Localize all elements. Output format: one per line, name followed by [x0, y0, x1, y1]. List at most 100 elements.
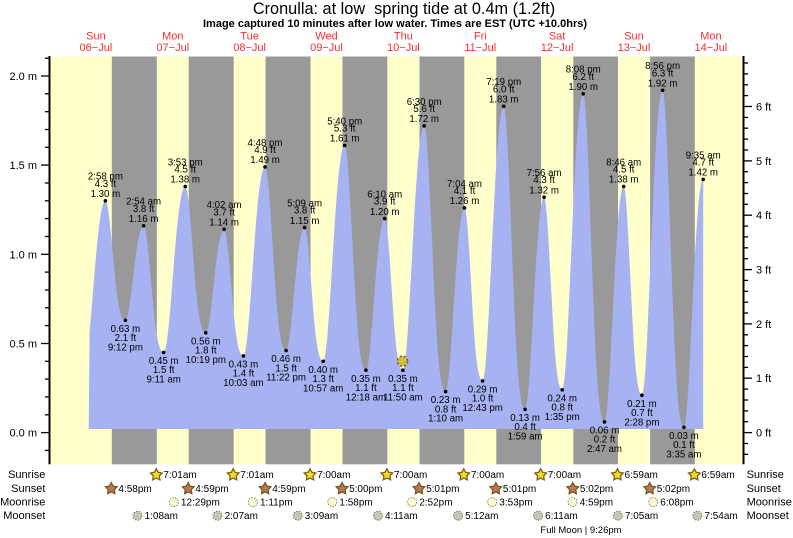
svg-text:4:58pm: 4:58pm: [118, 484, 151, 495]
svg-text:10:03 am: 10:03 am: [223, 378, 263, 389]
svg-text:12:29pm: 12:29pm: [181, 498, 220, 509]
svg-text:Cronulla: at low spring tide: Cronulla: at low spring tide at 0.4m (1.…: [253, 0, 555, 18]
svg-text:11:50 am: 11:50 am: [383, 392, 423, 403]
svg-text:5.3 ft: 5.3 ft: [334, 124, 356, 135]
svg-text:5:40 pm: 5:40 pm: [327, 116, 362, 127]
svg-text:Mon: Mon: [700, 31, 721, 43]
svg-text:06−Jul: 06−Jul: [80, 42, 113, 54]
svg-text:2:54 am: 2:54 am: [126, 197, 161, 208]
svg-text:10:57 am: 10:57 am: [303, 383, 343, 394]
svg-text:Sat: Sat: [549, 31, 566, 43]
svg-text:7:56 am: 7:56 am: [527, 168, 562, 179]
svg-text:Sunrise: Sunrise: [747, 469, 784, 481]
svg-text:7:01am: 7:01am: [240, 470, 273, 481]
svg-text:1.15 m: 1.15 m: [290, 216, 320, 227]
svg-text:6:59am: 6:59am: [701, 470, 734, 481]
svg-text:09−Jul: 09−Jul: [310, 42, 343, 54]
svg-text:4.3 ft: 4.3 ft: [533, 175, 555, 186]
svg-text:1.32 m: 1.32 m: [529, 185, 559, 196]
svg-text:07−Jul: 07−Jul: [156, 42, 189, 54]
svg-text:0.1 ft: 0.1 ft: [673, 440, 695, 451]
svg-text:2.1 ft: 2.1 ft: [115, 333, 137, 344]
svg-text:1.16 m: 1.16 m: [129, 214, 159, 225]
svg-text:9:12 pm: 9:12 pm: [108, 342, 143, 353]
svg-text:9:11 am: 9:11 am: [147, 375, 181, 386]
svg-text:0.8 ft: 0.8 ft: [551, 403, 573, 414]
svg-text:5 ft: 5 ft: [756, 156, 771, 168]
svg-text:7:05am: 7:05am: [625, 511, 658, 522]
svg-text:Sun: Sun: [86, 31, 106, 43]
svg-text:5:12am: 5:12am: [465, 511, 498, 522]
svg-text:1.83 m: 1.83 m: [489, 95, 519, 106]
svg-text:4.3 ft: 4.3 ft: [95, 179, 117, 190]
svg-text:0.0 m: 0.0 m: [9, 428, 37, 440]
svg-text:8:56 pm: 8:56 pm: [645, 61, 680, 72]
svg-text:6:30 pm: 6:30 pm: [407, 97, 442, 108]
svg-text:0.24 m: 0.24 m: [547, 393, 577, 404]
svg-text:3.8 ft: 3.8 ft: [294, 206, 316, 217]
svg-text:Moonset: Moonset: [747, 510, 789, 522]
svg-text:2:58 pm: 2:58 pm: [88, 172, 123, 183]
svg-text:3:53 pm: 3:53 pm: [168, 157, 203, 168]
svg-text:Tue: Tue: [240, 31, 259, 43]
svg-text:Wed: Wed: [315, 31, 337, 43]
svg-text:6 ft: 6 ft: [756, 102, 771, 114]
svg-text:7:54am: 7:54am: [704, 511, 737, 522]
svg-text:2:07am: 2:07am: [225, 511, 258, 522]
svg-text:1:35 pm: 1:35 pm: [545, 412, 580, 423]
svg-text:1.90 m: 1.90 m: [568, 82, 598, 93]
svg-text:7:00am: 7:00am: [317, 470, 350, 481]
svg-text:5:00pm: 5:00pm: [349, 484, 382, 495]
svg-text:0.13 m: 0.13 m: [510, 413, 540, 424]
svg-text:1.30 m: 1.30 m: [91, 189, 121, 200]
svg-text:12−Jul: 12−Jul: [541, 42, 574, 54]
svg-text:2:47 am: 2:47 am: [587, 444, 622, 455]
svg-text:4.1 ft: 4.1 ft: [454, 186, 476, 197]
svg-text:1.49 m: 1.49 m: [250, 155, 280, 166]
svg-text:1.72 m: 1.72 m: [409, 114, 439, 125]
svg-text:6:59am: 6:59am: [625, 470, 658, 481]
svg-text:7:00am: 7:00am: [394, 470, 427, 481]
svg-text:0.29 m: 0.29 m: [468, 385, 498, 396]
svg-text:3:35 am: 3:35 am: [666, 449, 701, 460]
svg-text:6:10 am: 6:10 am: [367, 190, 402, 201]
svg-text:9:35 am: 9:35 am: [686, 150, 721, 161]
svg-text:Moonrise: Moonrise: [747, 497, 792, 509]
svg-text:3.9 ft: 3.9 ft: [374, 197, 396, 208]
svg-text:0.5 m: 0.5 m: [9, 339, 37, 351]
svg-text:7:04 am: 7:04 am: [447, 179, 482, 190]
svg-text:0.23 m: 0.23 m: [431, 395, 461, 406]
svg-text:1.1 ft: 1.1 ft: [355, 383, 377, 394]
svg-text:10−Jul: 10−Jul: [387, 42, 420, 54]
svg-text:11−Jul: 11−Jul: [464, 42, 496, 54]
svg-text:0.7 ft: 0.7 ft: [631, 408, 653, 419]
svg-text:12:43 pm: 12:43 pm: [462, 403, 502, 414]
svg-text:14−Jul: 14−Jul: [695, 42, 728, 54]
svg-text:2.0 m: 2.0 m: [9, 71, 37, 83]
svg-text:Sunset: Sunset: [11, 483, 45, 495]
svg-text:4:11am: 4:11am: [385, 511, 418, 522]
svg-text:1.42 m: 1.42 m: [688, 168, 718, 179]
svg-text:1.38 m: 1.38 m: [609, 175, 639, 186]
svg-text:4.9 ft: 4.9 ft: [254, 145, 276, 156]
svg-text:5:09 am: 5:09 am: [287, 199, 322, 210]
svg-text:0.35 m: 0.35 m: [388, 374, 418, 385]
svg-text:0.46 m: 0.46 m: [271, 354, 301, 365]
svg-text:0.45 m: 0.45 m: [149, 356, 179, 367]
svg-text:1:08am: 1:08am: [145, 511, 178, 522]
svg-text:08−Jul: 08−Jul: [233, 42, 266, 54]
svg-text:Sun: Sun: [624, 31, 644, 43]
svg-text:8:08 pm: 8:08 pm: [566, 65, 601, 76]
svg-text:4:59pm: 4:59pm: [580, 498, 613, 509]
svg-text:Sunset: Sunset: [747, 483, 781, 495]
svg-text:4:59pm: 4:59pm: [195, 484, 228, 495]
svg-text:4.7 ft: 4.7 ft: [692, 157, 714, 168]
svg-text:0 ft: 0 ft: [756, 428, 771, 440]
svg-text:1.5 ft: 1.5 ft: [275, 363, 297, 374]
svg-text:5:02pm: 5:02pm: [657, 484, 690, 495]
svg-text:Moonrise: Moonrise: [0, 497, 45, 509]
svg-text:1.38 m: 1.38 m: [170, 175, 200, 186]
svg-text:5.6 ft: 5.6 ft: [413, 104, 435, 115]
svg-text:6.2 ft: 6.2 ft: [572, 72, 594, 83]
svg-text:1:59 am: 1:59 am: [508, 432, 543, 443]
